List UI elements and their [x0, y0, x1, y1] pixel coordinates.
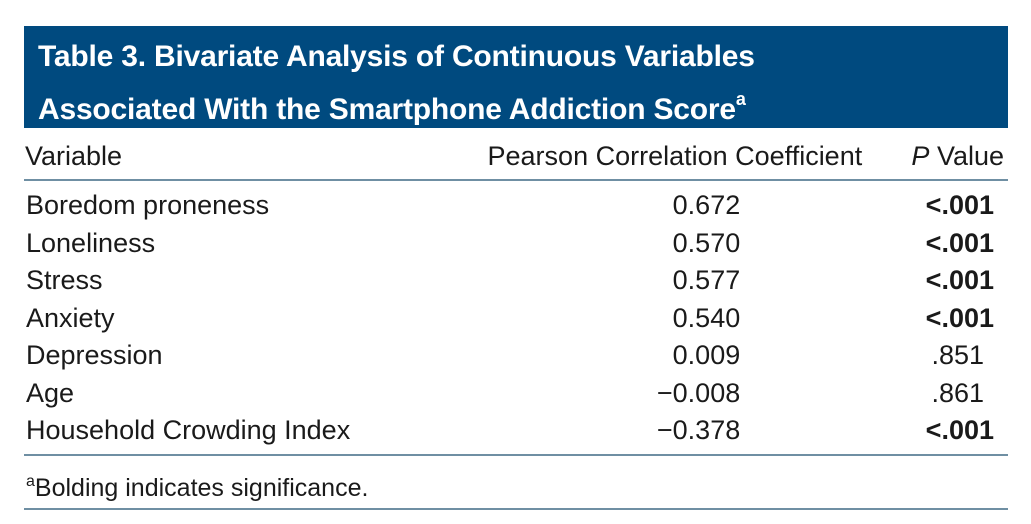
- cell-coefficient: 0.577: [672, 265, 741, 296]
- table-title-line-2: Associated With the Smartphone Addiction…: [38, 78, 994, 131]
- table-body: Boredom proneness 0.672 <.001 Loneliness 0.5…: [24, 180, 1008, 450]
- cell-variable: Depression: [26, 340, 163, 371]
- cell-p-value: <.001: [925, 227, 994, 258]
- table-title-footnote-marker: a: [735, 89, 746, 109]
- cell-coefficient: 0.540: [672, 302, 741, 333]
- table-title-line-1: Table 3. Bivariate Analysis of Continuou…: [38, 40, 755, 73]
- table-bottom-rule: [24, 453, 1008, 456]
- table-footnote: aBolding indicates significance.: [24, 456, 1008, 510]
- table-row: Loneliness 0.570 <.001: [24, 225, 1008, 263]
- cell-coefficient: 0.009: [672, 340, 741, 371]
- column-header-variable: Variable: [24, 128, 411, 181]
- column-header-coefficient: Pearson Correlation Coefficient: [410, 128, 893, 181]
- column-header-p-rest: Value: [929, 140, 1004, 171]
- footnote-text: Bolding indicates significance.: [34, 473, 369, 502]
- cell-p-value: <.001: [925, 302, 994, 333]
- cell-p-value: <.001: [925, 190, 994, 221]
- cell-variable: Household Crowding Index: [26, 415, 351, 446]
- results-table: Variable Pearson Correlation Coefficient…: [24, 128, 1008, 450]
- cell-p-value: .851: [931, 340, 984, 371]
- cell-variable: Age: [26, 377, 75, 408]
- cell-p-value: <.001: [925, 265, 994, 296]
- table-row: Stress 0.577 <.001: [24, 262, 1008, 300]
- table-row: Boredom proneness 0.672 <.001: [24, 180, 1008, 225]
- table-title-line-2-text: Associated With the Smartphone Addiction…: [38, 93, 736, 126]
- cell-variable: Anxiety: [26, 302, 115, 333]
- cell-coefficient: 0.570: [672, 227, 741, 258]
- table-row: Depression 0.009 .851: [24, 337, 1008, 375]
- cell-p-value: .861: [931, 377, 984, 408]
- table-header-row: Variable Pearson Correlation Coefficient…: [24, 128, 1008, 181]
- table-title-bar: Table 3. Bivariate Analysis of Continuou…: [24, 26, 1008, 128]
- column-header-p-value: P Value: [892, 128, 1008, 181]
- cell-coefficient: 0.672: [672, 190, 741, 221]
- results-table-figure: Table 3. Bivariate Analysis of Continuou…: [24, 26, 1008, 510]
- cell-variable: Stress: [26, 265, 103, 296]
- table-row: Age −0.008 .861: [24, 375, 1008, 413]
- column-header-p-italic: P: [911, 140, 930, 171]
- cell-coefficient: −0.378: [656, 415, 741, 446]
- footnote-marker: a: [26, 472, 35, 490]
- table-row: Household Crowding Index −0.378 <.001: [24, 412, 1008, 450]
- cell-variable: Loneliness: [26, 227, 156, 258]
- table-row: Anxiety 0.540 <.001: [24, 300, 1008, 338]
- cell-coefficient: −0.008: [656, 377, 741, 408]
- cell-variable: Boredom proneness: [26, 190, 270, 221]
- cell-p-value: <.001: [925, 415, 994, 446]
